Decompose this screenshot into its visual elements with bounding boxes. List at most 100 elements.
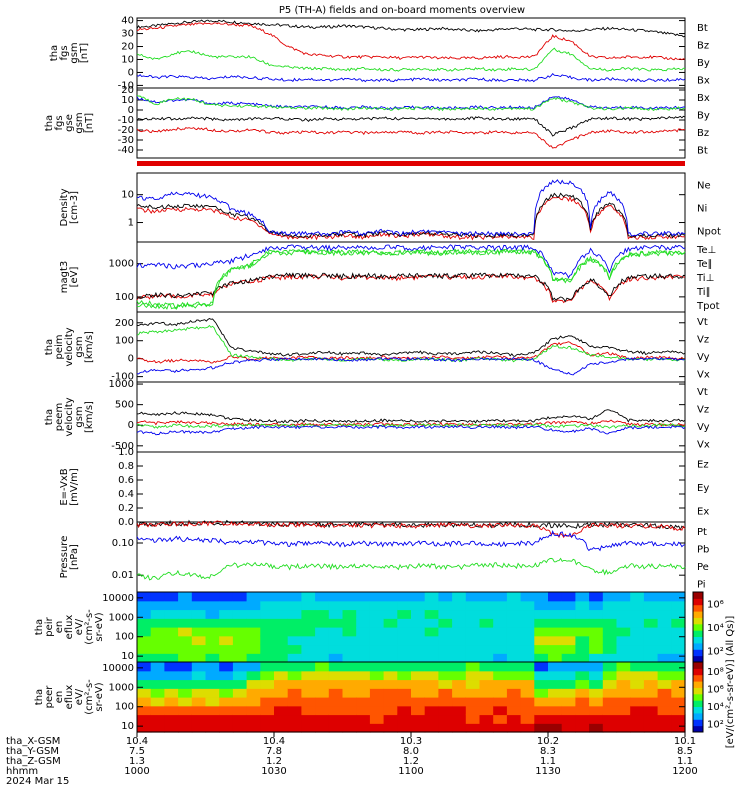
heat-cell bbox=[397, 679, 412, 689]
heat-cell bbox=[616, 592, 631, 602]
figure-title: P5 (TH-A) fields and on-board moments ov… bbox=[279, 5, 525, 16]
heat-cell bbox=[465, 723, 481, 733]
heat-cell bbox=[452, 705, 467, 716]
heat-cell bbox=[520, 688, 535, 698]
heat-cell bbox=[575, 644, 590, 654]
heat-cell bbox=[643, 662, 659, 672]
heat-cell bbox=[301, 705, 316, 716]
panel-density: Density [cm-3] 10 1 Ne Ni Npot bbox=[59, 172, 721, 243]
heat-cell bbox=[301, 653, 316, 663]
heat-cell bbox=[630, 600, 645, 611]
series-line-Pi bbox=[136, 530, 686, 552]
heat-cell bbox=[287, 627, 302, 637]
heat-cell bbox=[575, 653, 590, 663]
heat-cell bbox=[493, 670, 508, 681]
heat-cell bbox=[150, 635, 165, 646]
heat-cell bbox=[616, 618, 631, 628]
heat-cell bbox=[479, 714, 494, 724]
heat-cell bbox=[246, 697, 261, 707]
legend-Ne: Ne bbox=[697, 181, 711, 192]
heat-cell bbox=[424, 697, 439, 707]
heat-cell bbox=[493, 618, 508, 628]
xtick-label: 10.1 bbox=[674, 736, 696, 747]
heat-cell bbox=[561, 714, 576, 724]
legend-Bt: Bt bbox=[697, 23, 708, 34]
ytick-label: 10000 bbox=[102, 663, 134, 674]
heat-cell bbox=[506, 670, 522, 681]
xaxis-row-label: tha_Z-GSM bbox=[6, 756, 61, 767]
heat-cell bbox=[219, 670, 234, 681]
series-line-Bz bbox=[136, 22, 686, 61]
heat-cell bbox=[465, 609, 481, 619]
heat-cell bbox=[452, 600, 467, 611]
series-line-By bbox=[136, 47, 686, 72]
heat-cell bbox=[657, 688, 672, 698]
heat-cell bbox=[548, 705, 563, 716]
heat-cell bbox=[411, 635, 426, 646]
series-line-Vy bbox=[136, 324, 686, 363]
heat-cell bbox=[657, 705, 672, 716]
heat-cell bbox=[383, 723, 398, 733]
ylabel-density: [cm-3] bbox=[69, 191, 80, 224]
heat-cell bbox=[205, 662, 220, 672]
ylabel-temp: magt3 bbox=[59, 261, 70, 294]
heat-cell bbox=[493, 644, 508, 654]
heat-cell bbox=[575, 609, 590, 619]
heat-cell bbox=[383, 600, 398, 611]
ytick-label: 200 bbox=[115, 318, 134, 329]
heat-cell bbox=[452, 688, 467, 698]
heat-cell bbox=[534, 653, 549, 663]
heat-cell bbox=[548, 679, 563, 689]
heat-cell bbox=[630, 592, 645, 602]
colorbar-swatch bbox=[693, 668, 703, 676]
heat-cell bbox=[328, 662, 344, 672]
heat-cell bbox=[137, 644, 152, 654]
ytick-label: 0.01 bbox=[112, 570, 134, 581]
heat-cell bbox=[328, 635, 344, 646]
heat-cell bbox=[616, 723, 631, 733]
heat-cell bbox=[342, 644, 357, 654]
heat-cell bbox=[287, 653, 302, 663]
ylabel-peir: tha bbox=[34, 619, 45, 635]
heat-cell bbox=[424, 653, 439, 663]
heat-cell bbox=[191, 679, 207, 689]
heat-cell bbox=[150, 688, 165, 698]
colorbar-swatch bbox=[693, 693, 703, 701]
heat-cell bbox=[356, 662, 371, 672]
heat-cell bbox=[671, 670, 686, 681]
heat-cell bbox=[520, 600, 535, 611]
heat-cell bbox=[383, 714, 398, 724]
legend-Ti⊥: Ti⊥ bbox=[696, 273, 714, 284]
ytick-label: 0.4 bbox=[118, 489, 134, 500]
heat-cell bbox=[589, 670, 604, 681]
heat-cell bbox=[164, 697, 179, 707]
heat-cell bbox=[452, 618, 467, 628]
heat-cell bbox=[369, 697, 385, 707]
heat-cell bbox=[342, 714, 357, 724]
colorbar-tick: 10² bbox=[707, 646, 724, 657]
heat-cell bbox=[274, 627, 289, 637]
heat-cell bbox=[369, 627, 385, 637]
heat-cell bbox=[301, 609, 316, 619]
legend-Npot: Npot bbox=[697, 227, 721, 238]
ylabel-bgse: gsm bbox=[74, 112, 85, 133]
heat-cell bbox=[274, 635, 289, 646]
heat-cell bbox=[479, 705, 494, 716]
heat-cell bbox=[643, 670, 659, 681]
heat-cell bbox=[274, 670, 289, 681]
series-line-Tpot bbox=[136, 244, 686, 279]
heat-cell bbox=[356, 679, 371, 689]
series-line-Pt bbox=[136, 519, 686, 531]
ylabel-vi: gsm bbox=[74, 336, 85, 357]
heat-cell bbox=[150, 653, 165, 663]
panel-frame bbox=[136, 451, 686, 523]
heat-cell bbox=[397, 653, 412, 663]
heat-cell bbox=[602, 609, 618, 619]
heat-cell bbox=[643, 609, 659, 619]
ylabel-peir: peir bbox=[44, 616, 55, 636]
ylabel-bgsm: gsm bbox=[69, 42, 80, 63]
ylabel-ve: peem bbox=[54, 403, 65, 431]
xtick-label: 8.0 bbox=[403, 746, 419, 757]
heat-cell bbox=[548, 618, 563, 628]
ytick-label: 0.8 bbox=[118, 461, 134, 472]
